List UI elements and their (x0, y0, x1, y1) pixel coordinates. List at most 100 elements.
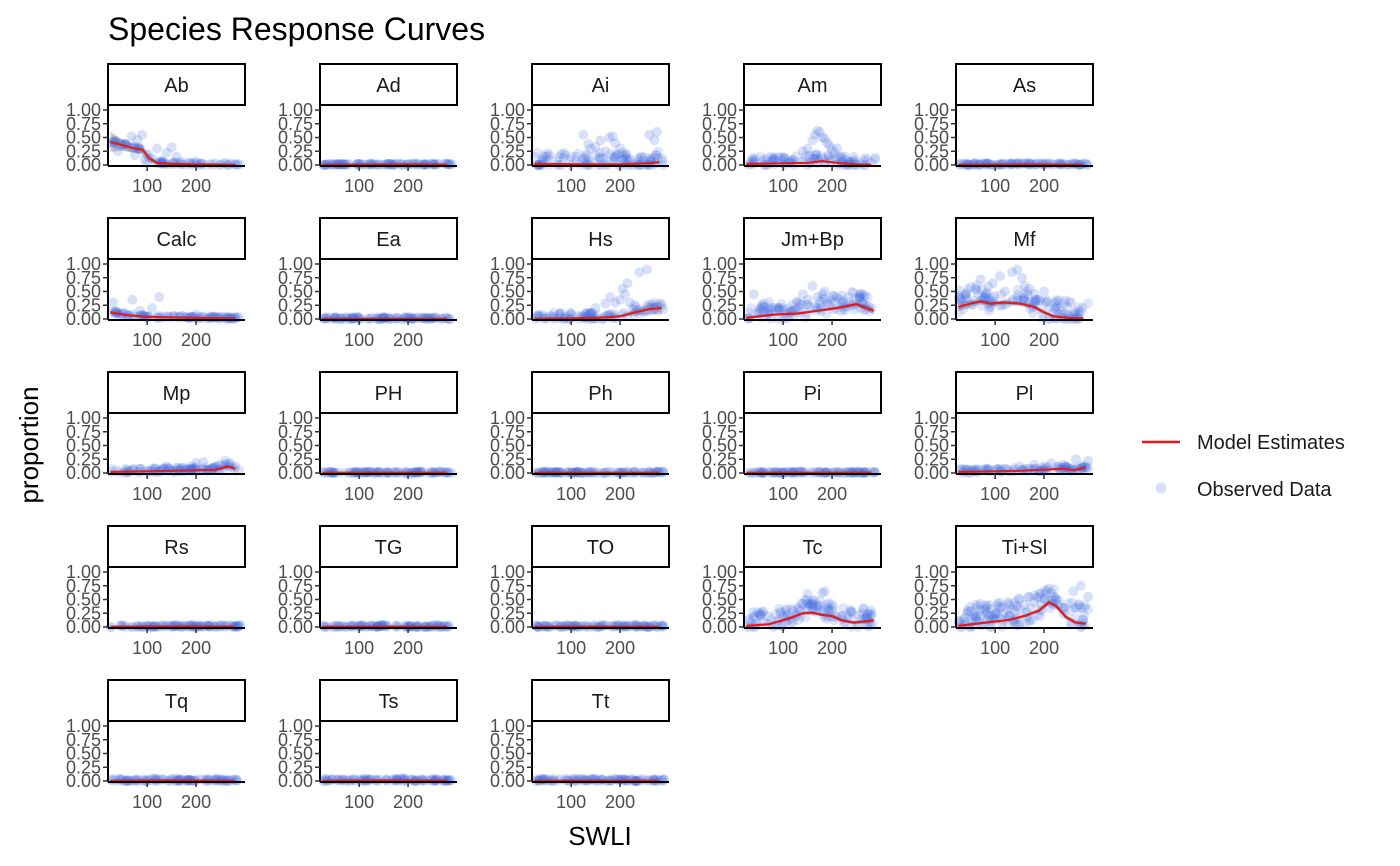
observed-point (1018, 294, 1029, 305)
y-tick-label: 0.00 (278, 309, 313, 329)
observed-point (642, 300, 653, 311)
observed-point (604, 149, 615, 160)
observed-point (583, 309, 594, 320)
observed-point (566, 151, 577, 162)
y-tick-label: 0.00 (278, 463, 313, 483)
observed-point (829, 147, 840, 158)
observed-point (1075, 580, 1086, 591)
observed-point (161, 147, 172, 158)
observed-point (1054, 295, 1065, 306)
observed-point (1017, 272, 1028, 283)
observed-point (757, 299, 768, 310)
observed-point (811, 149, 822, 160)
observed-point (771, 303, 782, 314)
observed-point (859, 290, 870, 301)
y-tick-label: 0.75 (278, 114, 313, 134)
observed-point (187, 464, 198, 475)
observed-point (615, 294, 626, 305)
x-tick-label: 100 (132, 176, 162, 196)
observed-point (979, 292, 990, 303)
observed-point (854, 292, 865, 303)
observed-point (631, 302, 642, 313)
observed-point (654, 298, 665, 309)
observed-point (624, 154, 635, 165)
y-tick-label: 1.00 (490, 562, 525, 582)
observed-point (836, 151, 847, 162)
observed-point (987, 278, 998, 289)
observed-point (850, 293, 861, 304)
observed-point (1040, 296, 1051, 307)
observed-point (812, 292, 823, 302)
facet-panel: Ab 0.000.250.500.751.00 100 200 (66, 63, 246, 196)
observed-point (618, 152, 629, 163)
observed-point (836, 153, 847, 164)
x-tick-label: 100 (132, 484, 162, 504)
observed-point (621, 148, 632, 159)
observed-point (1024, 283, 1035, 294)
x-tick-label: 100 (344, 176, 374, 196)
strip-ai (531, 63, 670, 106)
observed-point (1064, 296, 1075, 307)
observed-point (651, 127, 662, 137)
observed-point (129, 150, 140, 161)
y-tick-label: 1.00 (278, 716, 313, 736)
observed-point (1070, 454, 1081, 465)
observed-point (862, 154, 873, 165)
x-tick-label: 200 (393, 792, 423, 812)
y-tick-label: 0.75 (702, 114, 737, 134)
y-tick-label: 0.25 (278, 141, 313, 161)
observed-point (830, 296, 841, 307)
observed-point (1049, 298, 1060, 309)
observed-point (542, 151, 553, 162)
observed-point (624, 297, 635, 308)
y-tick-label: 0.50 (490, 436, 525, 456)
observed-point (773, 151, 784, 162)
chart-title: Species Response Curves (108, 11, 485, 47)
observed-point (812, 601, 823, 612)
observed-point (759, 154, 770, 165)
model-estimate-line (746, 303, 875, 319)
strip-label: Ai (592, 75, 610, 97)
observed-point (965, 281, 976, 292)
observed-point (443, 313, 454, 324)
y-tick-label: 1.00 (914, 100, 949, 120)
observed-point (644, 129, 655, 140)
strip-label: Ea (376, 229, 401, 251)
observed-point (590, 150, 601, 161)
observed-point (804, 301, 815, 312)
observed-point (1031, 294, 1042, 305)
observed-point (777, 302, 788, 313)
observed-point (1077, 302, 1088, 313)
y-tick-label: 0.50 (914, 128, 949, 148)
x-tick-label: 200 (817, 176, 847, 196)
observed-point (171, 151, 182, 162)
observed-point (956, 295, 967, 306)
observed-point (802, 589, 813, 599)
y-tick-label: 1.00 (914, 562, 949, 582)
observed-point (585, 307, 596, 318)
observed-point (581, 308, 592, 319)
observed-point (983, 281, 994, 292)
y-tick-label: 0.25 (914, 295, 949, 315)
observed-point (607, 131, 618, 142)
observed-point (762, 153, 773, 164)
observed-point (810, 301, 821, 312)
observed-point (815, 295, 826, 306)
observed-point (560, 150, 571, 161)
x-tick-label: 100 (980, 638, 1010, 658)
observed-point (564, 154, 575, 165)
observed-point (1080, 600, 1091, 611)
y-tick-label: 1.00 (702, 408, 737, 428)
observed-point (849, 154, 860, 165)
observed-point (786, 156, 797, 167)
strip-label: Ad (376, 75, 400, 97)
observed-point (827, 605, 838, 616)
x-tick-label: 200 (181, 330, 211, 350)
strip-label: Pl (1016, 383, 1034, 405)
x-tick-label: 100 (556, 330, 586, 350)
strip-label: Am (798, 75, 828, 97)
observed-point (773, 302, 784, 313)
